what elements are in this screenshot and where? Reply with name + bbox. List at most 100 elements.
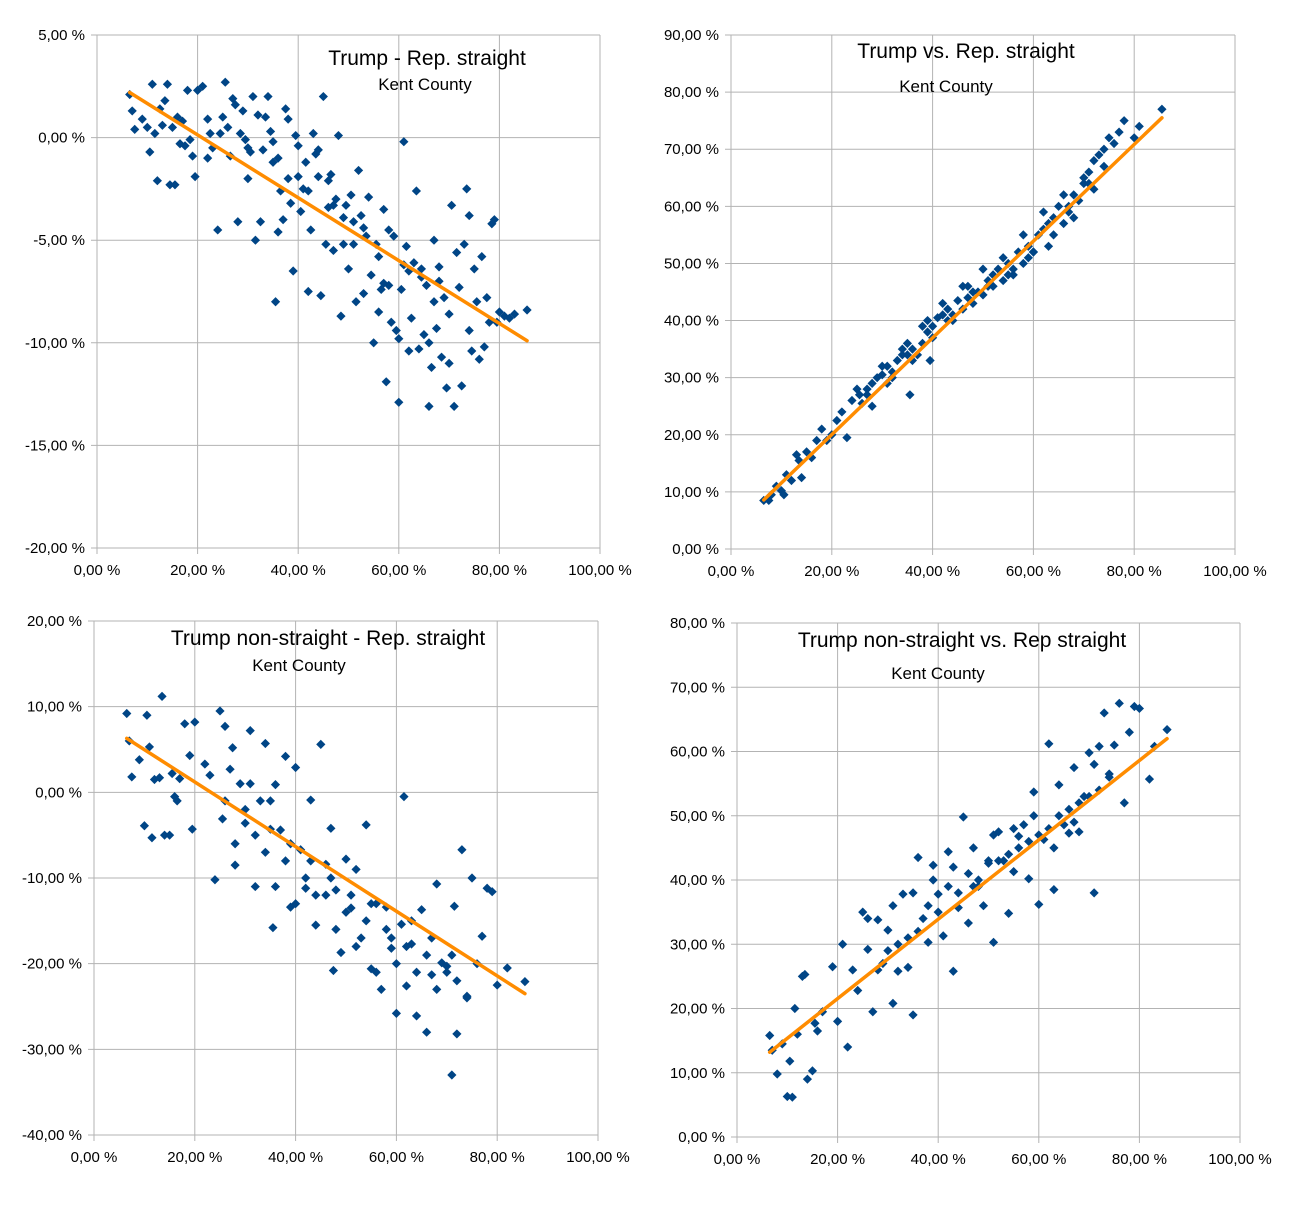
data-point <box>902 338 912 348</box>
x-tick-label: 60,00 % <box>1011 1151 1066 1168</box>
data-point <box>150 128 160 139</box>
data-point <box>877 361 887 371</box>
y-tick-label: 80,00 % <box>664 84 719 101</box>
data-point <box>293 141 303 151</box>
data-point <box>162 79 173 89</box>
chart-title: Trump non-straight - Rep. straight <box>171 627 486 650</box>
data-point <box>217 814 228 824</box>
data-point <box>374 252 384 262</box>
data-point <box>190 717 200 727</box>
data-point <box>454 282 464 292</box>
data-point <box>281 104 291 114</box>
data-point <box>230 100 240 110</box>
data-point <box>356 210 366 221</box>
data-point <box>429 235 439 245</box>
data-point <box>1099 144 1109 154</box>
data-point <box>321 890 331 900</box>
data-point <box>922 315 933 326</box>
data-point <box>182 85 193 96</box>
data-point <box>180 719 190 729</box>
x-tick-label: 100,00 % <box>566 1149 629 1166</box>
data-point <box>228 743 238 753</box>
data-point <box>366 270 376 280</box>
data-point <box>391 1008 401 1018</box>
data-point <box>953 295 963 306</box>
data-point <box>260 847 270 857</box>
data-point <box>414 344 424 354</box>
data-point <box>306 856 316 866</box>
data-point <box>464 325 474 336</box>
data-point <box>903 962 913 972</box>
y-tick-label: 30,00 % <box>670 936 725 953</box>
chart-title: Trump - Rep. straight <box>328 47 526 70</box>
data-point <box>917 338 928 348</box>
data-point <box>185 750 195 761</box>
data-point <box>356 933 366 943</box>
data-point <box>144 742 155 752</box>
data-point <box>253 110 263 120</box>
data-point <box>1048 230 1059 240</box>
data-point <box>923 937 933 947</box>
data-point <box>422 1027 432 1037</box>
data-point <box>968 287 978 297</box>
data-point <box>1059 218 1069 229</box>
data-point <box>260 738 270 749</box>
data-point <box>1049 843 1059 853</box>
data-point <box>361 820 371 830</box>
data-point <box>807 1066 818 1076</box>
data-point <box>386 943 396 953</box>
data-point <box>922 327 933 337</box>
y-tick-label: -10,00 % <box>22 870 82 887</box>
data-point <box>316 291 326 301</box>
data-point <box>862 384 872 394</box>
data-point <box>321 239 331 249</box>
data-point <box>897 344 907 354</box>
data-point <box>853 985 863 996</box>
data-point <box>1023 253 1033 263</box>
data-point <box>918 913 928 924</box>
data-point <box>948 310 958 320</box>
data-point <box>1074 196 1084 206</box>
data-point <box>250 830 260 840</box>
data-point <box>1008 270 1018 280</box>
data-point <box>938 298 948 309</box>
x-tick-label: 80,00 % <box>1112 1151 1167 1168</box>
x-tick-label: 60,00 % <box>369 1149 424 1166</box>
data-point <box>872 373 882 383</box>
data-point <box>404 346 414 356</box>
data-point <box>371 967 381 977</box>
data-point <box>139 821 149 831</box>
data-point <box>908 1010 918 1020</box>
data-point <box>303 186 313 196</box>
x-tick-label: 60,00 % <box>371 562 426 579</box>
data-point <box>928 875 938 885</box>
data-point <box>268 137 278 147</box>
data-point <box>1024 874 1034 884</box>
data-point <box>459 239 469 249</box>
data-point <box>1079 791 1089 802</box>
data-point <box>371 239 381 249</box>
y-tick-label: -30,00 % <box>22 1041 82 1058</box>
data-point <box>190 171 200 182</box>
data-point <box>968 843 979 853</box>
y-tick-label: -5,00 % <box>33 232 85 249</box>
y-tick-label: 10,00 % <box>664 484 719 501</box>
chart-1: -20,00 % -15,00 % -10,00 % -5,00 % 0,00 % 5,0… <box>25 27 632 579</box>
data-point <box>998 856 1009 866</box>
data-point <box>351 297 361 307</box>
data-point <box>464 210 474 221</box>
data-point <box>1144 774 1155 784</box>
data-point <box>489 215 499 225</box>
data-point <box>401 241 411 251</box>
data-point <box>812 1026 823 1036</box>
data-point <box>1084 167 1094 177</box>
data-point <box>248 91 258 102</box>
data-point <box>243 174 253 184</box>
data-point <box>421 280 432 290</box>
data-point <box>268 157 278 167</box>
data-point <box>893 939 903 949</box>
chart-title: Trump vs. Rep. straight <box>857 40 1075 63</box>
data-point <box>301 873 311 883</box>
data-point <box>452 247 462 258</box>
data-point <box>1014 843 1024 853</box>
